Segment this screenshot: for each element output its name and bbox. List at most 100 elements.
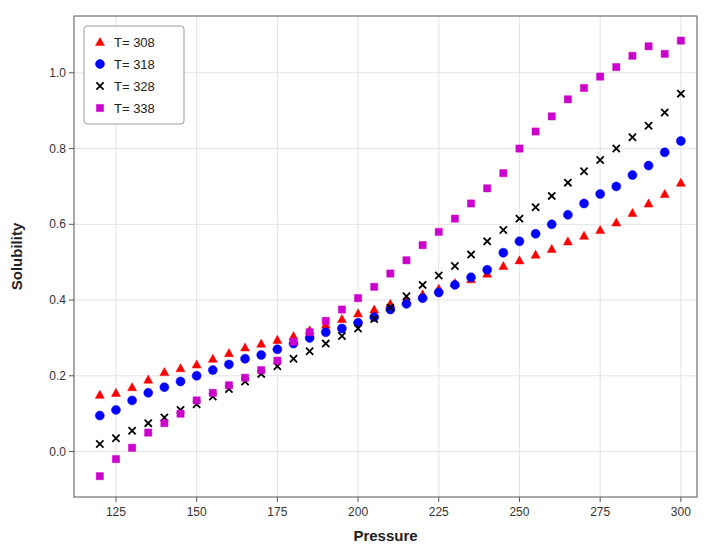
tick-y: [69, 224, 74, 225]
point: [628, 208, 637, 216]
point: [370, 305, 379, 313]
point: [241, 374, 248, 381]
point: [531, 250, 540, 258]
tick-label-x: 175: [267, 505, 287, 519]
point: [144, 388, 153, 397]
chart: 1251501752002252502753000.00.20.40.60.81…: [0, 0, 715, 559]
point: [289, 339, 298, 348]
point: [192, 360, 201, 368]
point: [192, 371, 201, 380]
legend-label: T= 308: [114, 35, 155, 50]
point: [208, 366, 217, 375]
tick-x: [196, 497, 197, 502]
point: [499, 261, 508, 269]
point: [95, 411, 104, 420]
point: [402, 299, 411, 308]
point: [371, 315, 378, 322]
point: [467, 251, 474, 258]
point: [629, 52, 636, 59]
point: [144, 375, 153, 383]
point: [387, 304, 394, 311]
point: [337, 324, 346, 333]
point: [241, 343, 250, 351]
series-1: [95, 136, 685, 420]
point: [338, 306, 345, 313]
point: [419, 242, 426, 249]
grid-line-x: [438, 16, 439, 497]
point: [629, 134, 636, 141]
tick-label-y: 1.0: [49, 66, 66, 80]
point: [644, 161, 653, 170]
tick-label-y: 0.8: [49, 142, 66, 156]
point: [484, 185, 491, 192]
point: [532, 128, 539, 135]
tick-y: [69, 300, 74, 301]
tick-y: [69, 148, 74, 149]
point: [225, 382, 232, 389]
point: [419, 281, 426, 288]
point: [241, 354, 250, 363]
x-axis-label: Pressure: [353, 527, 417, 544]
tick-x: [277, 497, 278, 502]
point: [418, 294, 427, 303]
point: [563, 210, 572, 219]
tick-label-x: 300: [671, 505, 691, 519]
point: [450, 280, 459, 289]
point: [661, 50, 668, 57]
series-0: [95, 178, 685, 398]
point: [273, 345, 282, 354]
point: [96, 473, 103, 480]
point: [676, 178, 685, 186]
point: [676, 136, 685, 145]
point: [660, 148, 669, 157]
point: [564, 179, 571, 186]
point: [500, 226, 507, 233]
point: [176, 364, 185, 372]
point: [354, 309, 363, 317]
plot-background: [74, 16, 697, 497]
grid-line-x: [277, 16, 278, 497]
legend-marker: [96, 60, 105, 69]
point: [547, 244, 556, 252]
point: [370, 313, 379, 322]
point: [580, 199, 589, 208]
point: [386, 305, 395, 314]
point: [337, 314, 346, 322]
point: [677, 37, 684, 44]
tick-y: [69, 375, 74, 376]
point: [145, 420, 152, 427]
point: [161, 420, 168, 427]
legend-marker: [96, 104, 103, 111]
point: [354, 295, 361, 302]
tick-x: [600, 497, 601, 502]
point: [258, 367, 265, 374]
point: [580, 168, 587, 175]
point: [371, 283, 378, 290]
tick-label-y: 0.6: [49, 217, 66, 231]
tick-y: [69, 451, 74, 452]
legend: T= 308T= 318T= 328T= 338: [84, 26, 184, 124]
point: [467, 200, 474, 207]
point: [209, 389, 216, 396]
point: [257, 339, 266, 347]
y-axis-label: Solubility: [8, 222, 25, 290]
point: [338, 332, 345, 339]
legend-label: T= 338: [114, 101, 155, 116]
tick-x: [358, 497, 359, 502]
point: [612, 218, 621, 226]
grid-line-y: [74, 224, 697, 225]
point: [563, 237, 572, 245]
point: [387, 270, 394, 277]
axes: 1251501752002252502753000.00.20.40.60.81…: [49, 66, 691, 519]
point: [515, 237, 524, 246]
point: [596, 190, 605, 199]
point: [95, 390, 104, 398]
point: [306, 329, 313, 336]
grid-line-y: [74, 148, 697, 149]
plot-frame: [74, 16, 697, 497]
grid-line-y: [74, 451, 697, 452]
tick-label-y: 0.2: [49, 369, 66, 383]
point: [516, 145, 523, 152]
point: [306, 348, 313, 355]
point: [322, 317, 329, 324]
